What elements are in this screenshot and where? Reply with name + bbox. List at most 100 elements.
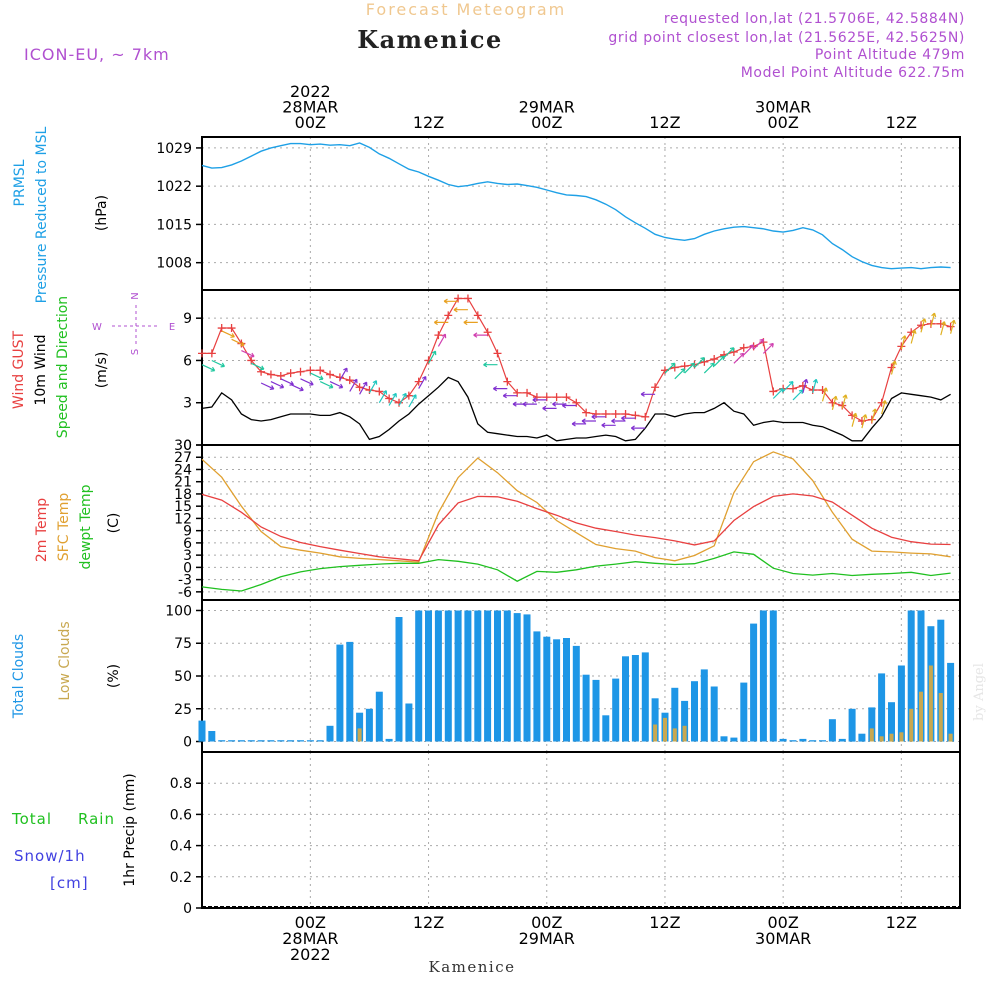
- total-cloud-bar: [582, 674, 590, 742]
- total-cloud-bar: [848, 708, 856, 742]
- gust-marker: [503, 377, 512, 386]
- wind-direction-arrow: [339, 367, 348, 381]
- gust-marker: [316, 366, 325, 375]
- gust-marker: [769, 387, 778, 396]
- total-cloud-bar: [700, 669, 708, 742]
- total-cloud-bar: [464, 610, 472, 742]
- gust-marker: [217, 324, 226, 333]
- wind-direction-arrow: [571, 421, 587, 427]
- y-tick-label: 0: [183, 735, 192, 751]
- total-cloud-bar: [651, 698, 659, 742]
- wind-direction-arrow: [792, 389, 804, 401]
- total-cloud-bar: [474, 610, 482, 742]
- gust-marker: [296, 367, 305, 376]
- low-cloud-bar: [928, 665, 933, 742]
- low-cloud-bar: [909, 708, 914, 742]
- sfc-temp-line: [201, 451, 951, 563]
- precip-unit: 1hr Precip (mm): [122, 773, 138, 886]
- y-tick-label: 1022: [156, 179, 192, 195]
- station-title: Kamenice: [357, 25, 503, 54]
- wind-direction-arrow: [270, 381, 285, 389]
- y-tick-label: 18: [174, 487, 192, 503]
- wind-direction-arrow: [463, 319, 478, 326]
- total-cloud-bar: [385, 738, 393, 742]
- temperature-panel: 2m Temp SFC Temp dewpt Temp (C) -6-30369…: [34, 438, 961, 601]
- gust-marker: [552, 393, 561, 402]
- total-cloud-bar: [405, 703, 413, 742]
- wind-direction-arrow: [723, 347, 735, 359]
- total-cloud-bar: [641, 652, 649, 742]
- wind-direction-arrow: [762, 342, 774, 354]
- y-tick-label: 12: [174, 511, 192, 527]
- gust-marker: [828, 398, 837, 407]
- wind-direction-arrow: [310, 372, 324, 381]
- total-cloud-bar: [454, 610, 462, 742]
- total-cloud-bar: [375, 691, 383, 742]
- time-label-bottom: 2022: [290, 945, 331, 964]
- wind-direction-arrow: [251, 362, 265, 371]
- model-altitude: Model Point Altitude 622.75m: [741, 65, 965, 81]
- total-cloud-bar: [622, 656, 629, 742]
- total-cloud-bar: [346, 641, 354, 742]
- wind-direction-arrow: [231, 338, 245, 347]
- wind-direction-arrow: [211, 359, 226, 368]
- total-label: Total: [11, 810, 52, 828]
- wind-unit: (m/s): [94, 352, 110, 389]
- panel-frame: [201, 751, 961, 909]
- total-cloud-bar: [789, 740, 797, 742]
- wind-direction-arrow: [398, 392, 407, 406]
- wind-speed-line: [201, 376, 951, 442]
- total-cloud-bar: [267, 740, 275, 742]
- gust-marker: [434, 331, 443, 340]
- time-label-bottom: 30MAR: [755, 929, 811, 948]
- total-cloud-bar: [287, 740, 295, 742]
- compass-n: N: [130, 292, 141, 299]
- wind-direction-arrow: [502, 392, 518, 399]
- total-cloud-bar: [720, 736, 728, 742]
- gust-marker: [355, 383, 364, 392]
- y-tick-label: 9: [183, 524, 192, 540]
- total-cloud-bar: [503, 610, 511, 742]
- total-cloud-bar: [868, 707, 876, 742]
- total-cloud-ylabel: Total Clouds: [11, 634, 27, 719]
- wind-direction-arrow: [591, 414, 606, 420]
- pressure-ylabel-1: PRMSL: [12, 159, 28, 206]
- wind-direction-arrow: [241, 350, 255, 358]
- y-tick-label: 9: [183, 311, 192, 327]
- low-cloud-bar: [663, 717, 667, 742]
- snow-label: Snow/1h: [14, 847, 86, 865]
- total-cloud-bar: [799, 738, 807, 742]
- pressure-unit: (hPa): [94, 195, 110, 231]
- total-cloud-bar: [769, 610, 777, 742]
- y-tick-label: 1015: [156, 217, 192, 233]
- low-cloud-bar: [938, 693, 943, 742]
- wind-direction-arrow: [260, 382, 275, 390]
- wind-direction-arrow: [812, 378, 819, 394]
- total-cloud-bar: [563, 638, 570, 742]
- wind-direction-arrow: [831, 395, 838, 410]
- cloud-unit: (%): [106, 664, 122, 688]
- y-tick-label: 0.2: [170, 870, 192, 886]
- gust-ylabel: Wind GUST: [11, 330, 27, 409]
- wind-direction-arrow: [733, 352, 745, 364]
- compass-cross: [112, 305, 160, 345]
- total-cloud-bar: [631, 655, 639, 742]
- panel-frame: [201, 289, 961, 446]
- total-cloud-bar: [819, 740, 826, 742]
- total-cloud-bar: [297, 740, 304, 742]
- low-cloud-ylabel: Low Clouds: [57, 621, 73, 700]
- dewpt-line: [201, 551, 951, 592]
- gust-marker: [198, 349, 206, 358]
- y-tick-label: 1008: [156, 256, 192, 272]
- wind-direction-arrow: [821, 387, 828, 402]
- y-tick-label: 6: [183, 536, 192, 552]
- total-cloud-bar: [809, 740, 817, 742]
- requested-coords: requested lon,lat (21.5706E, 42.5884N): [664, 11, 965, 27]
- wind-direction-arrow: [694, 357, 705, 368]
- wind-direction-arrow: [368, 380, 378, 394]
- total-cloud-bar: [434, 610, 442, 742]
- total-cloud-bar: [897, 665, 905, 742]
- total-cloud-bar: [681, 700, 689, 742]
- wind-direction-arrow: [950, 319, 956, 334]
